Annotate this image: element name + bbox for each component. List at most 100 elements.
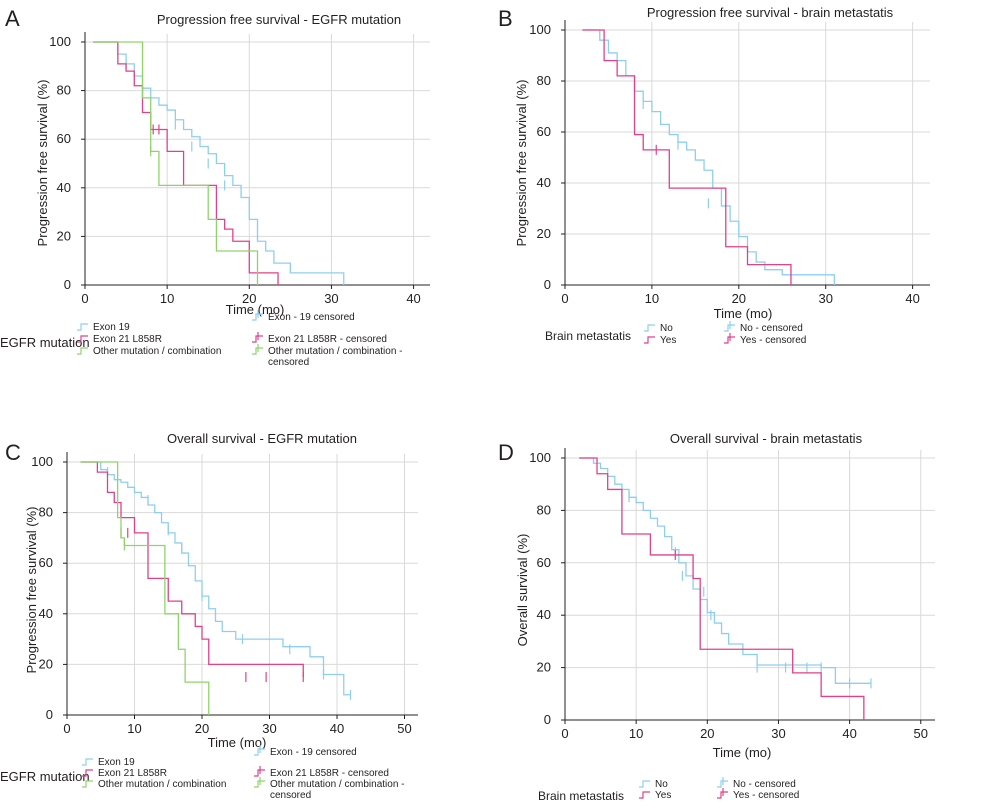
x-tick-label: 10 (645, 291, 659, 306)
y-tick-label: 40 (537, 175, 551, 190)
legend-swatch (82, 758, 93, 766)
chart-title: Overall survival - brain metastatis (670, 431, 863, 446)
x-tick-label: 20 (242, 291, 256, 306)
legend-swatch (639, 791, 650, 799)
y-tick-label: 100 (31, 454, 53, 469)
series-line-other (93, 41, 259, 285)
series-line-exon21 (93, 41, 279, 285)
legend: Brain metastatis No No - censored Yes Yes - … (545, 321, 806, 346)
panel-a: A Progression free survival - EGFR mutati… (0, 6, 430, 368)
legend-entry: Exon 21 L858R - censored (268, 334, 387, 345)
legend-entry: Exon 21 L858R (93, 334, 162, 345)
legend-swatch (639, 780, 650, 788)
y-tick-label: 100 (529, 450, 551, 465)
y-tick-label: 40 (57, 180, 71, 195)
x-tick-label: 40 (842, 726, 856, 741)
legend-swatch (644, 336, 655, 344)
x-tick-label: 10 (160, 291, 174, 306)
panel-b: B Progression free survival - brain metas… (498, 5, 930, 346)
legend-swatch-censored (252, 313, 263, 321)
legend-swatch-censored (254, 780, 265, 788)
legend-swatch (82, 780, 93, 788)
y-axis-label: Progression free survival (%) (514, 80, 529, 247)
legend-title: Brain metastatis (538, 789, 624, 803)
series-line-exon19 (80, 461, 351, 696)
legend-swatch-censored (724, 336, 735, 344)
x-tick-label: 30 (771, 726, 785, 741)
series-line-no (582, 29, 836, 285)
x-tick-label: 0 (561, 291, 568, 306)
legend-entry: Other mutation / combination -censored (270, 779, 405, 801)
y-tick-label: 80 (537, 73, 551, 88)
series-line-exon19 (93, 41, 345, 285)
x-tick-label: 30 (818, 291, 832, 306)
y-tick-label: 0 (64, 277, 71, 292)
x-tick-label: 40 (330, 721, 344, 736)
y-tick-label: 80 (39, 505, 53, 520)
legend-title: EGFR mutation (0, 769, 90, 784)
x-tick-label: 0 (81, 291, 88, 306)
y-tick-label: 60 (39, 555, 53, 570)
x-tick-label: 10 (629, 726, 643, 741)
x-axis-label: Time (mo) (208, 735, 267, 750)
panel-letter: B (498, 6, 513, 31)
panel-letter: C (5, 440, 21, 465)
y-tick-label: 0 (544, 277, 551, 292)
legend-entry: Exon 21 L858R - censored (270, 768, 389, 779)
chart-title: Progression free survival - brain metast… (647, 5, 894, 20)
legend-entry: Exon 21 L858R (98, 768, 167, 779)
x-tick-label: 20 (700, 726, 714, 741)
x-tick-label: 20 (195, 721, 209, 736)
x-tick-label: 10 (127, 721, 141, 736)
legend-swatch (82, 769, 93, 777)
series-line-yes (582, 29, 792, 285)
x-axis-label: Time (mo) (713, 745, 772, 760)
y-tick-label: 80 (57, 83, 71, 98)
legend-swatch-censored (717, 791, 728, 799)
y-tick-label: 60 (537, 555, 551, 570)
legend-swatch (77, 323, 88, 331)
y-axis-label: Progression free survival (%) (24, 507, 39, 674)
legend-entry: Yes (660, 335, 676, 346)
y-tick-label: 60 (537, 124, 551, 139)
y-tick-label: 20 (39, 656, 53, 671)
x-tick-label: 20 (732, 291, 746, 306)
x-tick-label: 0 (63, 721, 70, 736)
y-axis-label: Overall survival (%) (515, 534, 530, 647)
chart-title: Overall survival - EGFR mutation (167, 431, 357, 446)
series-line-other (80, 461, 210, 715)
legend-entry: Other mutation / combination (98, 779, 226, 790)
y-tick-label: 0 (46, 707, 53, 722)
legend-entry: Exon 19 (93, 322, 130, 333)
y-tick-label: 100 (49, 34, 71, 49)
y-axis-label: Progression free survival (%) (35, 80, 50, 247)
legend-swatch-censored (717, 780, 728, 788)
legend-swatch-censored (252, 335, 263, 343)
legend-entry: Yes - censored (740, 335, 806, 346)
legend-entry: No (660, 323, 673, 334)
x-tick-label: 40 (406, 291, 420, 306)
legend-entry: Other mutation / combination -censored (268, 346, 403, 368)
legend-title: Brain metastatis (545, 329, 631, 343)
legend-swatch (77, 347, 88, 355)
legend-swatch (644, 324, 655, 332)
x-tick-label: 40 (905, 291, 919, 306)
y-tick-label: 100 (529, 22, 551, 37)
panel-c: C Overall survival - EGFR mutation 0 10 20 30… (0, 431, 418, 801)
y-tick-label: 40 (39, 606, 53, 621)
legend-entry: Other mutation / combination (93, 346, 221, 357)
legend-entry: No - censored (733, 779, 796, 790)
legend-entry: Exon - 19 censored (268, 312, 355, 323)
y-tick-label: 20 (537, 226, 551, 241)
series-line-yes (579, 457, 865, 720)
y-tick-label: 20 (57, 228, 71, 243)
panel-letter: A (5, 6, 20, 31)
legend-swatch-censored (254, 769, 265, 777)
y-tick-label: 60 (57, 131, 71, 146)
legend-entry: Yes - censored (733, 790, 799, 801)
x-axis-label: Time (mo) (714, 306, 773, 321)
panel-letter: D (498, 440, 514, 465)
legend-title: EGFR mutation (0, 335, 90, 350)
